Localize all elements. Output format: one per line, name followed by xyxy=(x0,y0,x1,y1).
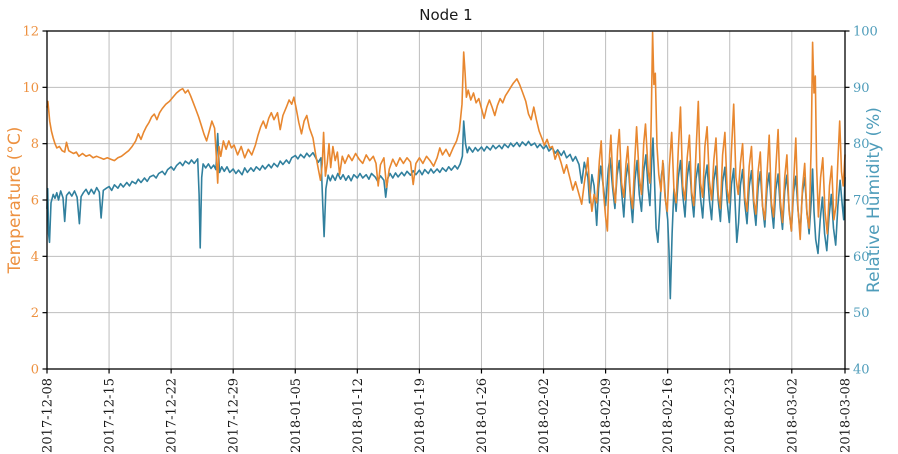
y-tick-label-left: 8 xyxy=(31,137,39,152)
x-tick-label: 2018-02-02 xyxy=(537,378,552,453)
y-tick-label-left: 4 xyxy=(31,250,39,265)
x-tick-label: 2018-02-16 xyxy=(661,378,676,453)
x-tick-label: 2018-01-19 xyxy=(413,378,428,453)
y-tick-label-right: 80 xyxy=(853,137,870,152)
x-tick-label: 2018-03-08 xyxy=(839,378,854,453)
x-tick-label: 2018-01-12 xyxy=(351,378,366,453)
y-axis-label-humidity: Relative Humidity (%) xyxy=(864,107,884,293)
x-tick-label: 2018-01-26 xyxy=(475,378,490,453)
y-tick-label-left: 12 xyxy=(22,25,39,40)
y-tick-label-right: 100 xyxy=(853,25,878,40)
temperature-line xyxy=(46,31,846,241)
x-tick-label: 2018-02-23 xyxy=(723,378,738,453)
y-tick-label-left: 0 xyxy=(31,363,39,378)
y-tick-label-left: 6 xyxy=(31,194,39,209)
humidity-line xyxy=(46,120,846,300)
chart-title: Node 1 xyxy=(419,6,473,24)
x-tick-label: 2017-12-29 xyxy=(227,378,242,453)
x-tick-label: 2018-03-02 xyxy=(785,378,800,453)
x-tick-label: 2017-12-22 xyxy=(165,378,180,453)
y-tick-label-left: 2 xyxy=(31,306,39,321)
y-axis-label-temperature: Temperature (°C) xyxy=(5,126,25,274)
x-tick-label: 2017-12-15 xyxy=(103,378,118,453)
y-tick-label-right: 50 xyxy=(853,306,870,321)
y-tick-label-right: 70 xyxy=(853,194,870,209)
x-tick-label: 2018-01-05 xyxy=(289,378,304,453)
y-tick-label-right: 60 xyxy=(853,250,870,265)
y-tick-label-right: 90 xyxy=(853,81,870,96)
x-tick-label: 2017-12-08 xyxy=(41,378,56,453)
y-tick-label-right: 40 xyxy=(853,363,870,378)
x-tick-label: 2018-02-09 xyxy=(599,378,614,453)
y-tick-label-left: 10 xyxy=(22,81,39,96)
